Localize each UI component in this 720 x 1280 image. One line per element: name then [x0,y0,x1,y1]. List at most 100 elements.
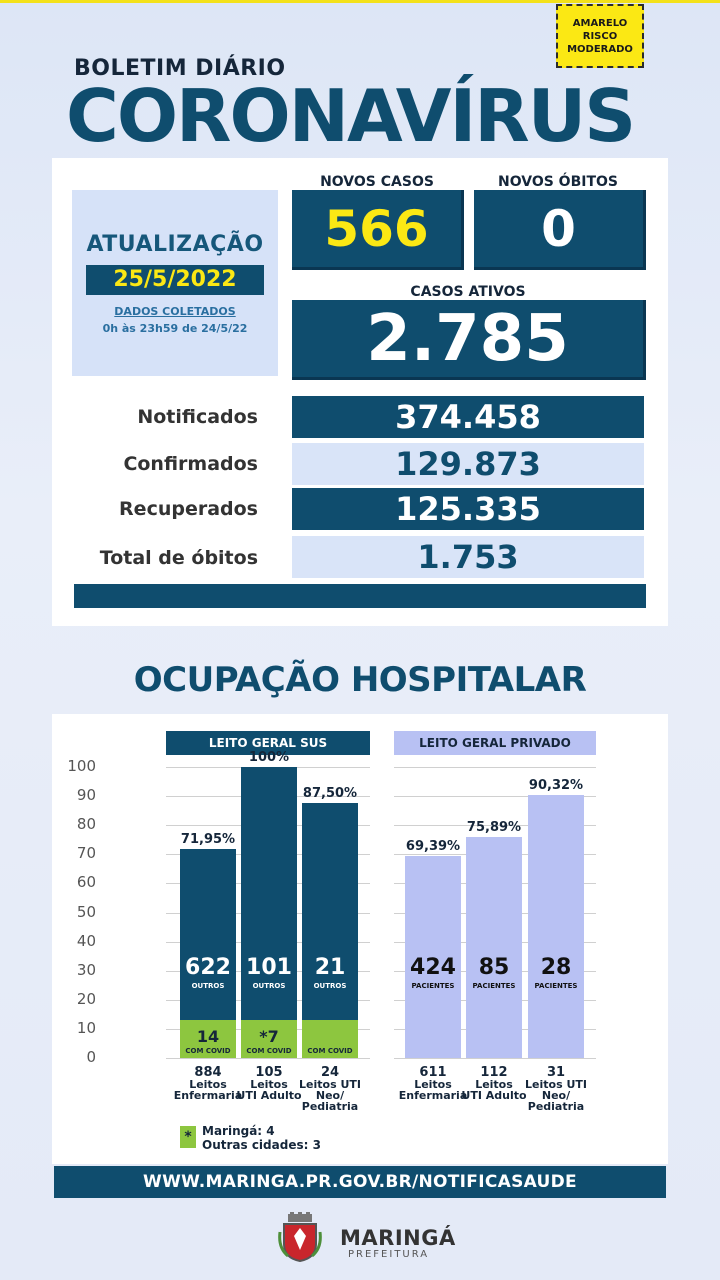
sus-header: LEITO GERAL SUS [166,731,370,755]
summary-bottom-bar [74,584,646,608]
sus-covid-value: 14 [196,1027,220,1046]
private-beds-caption: Leitos UTI [525,1078,587,1091]
y-tick-label: 0 [86,1048,96,1066]
private-beds-count: 112 [480,1065,508,1080]
new-deaths-label: NOVOS ÓBITOS [497,174,618,190]
stat-value-confirmed: 129.873 [292,443,644,485]
sus-covid-value: *7 [259,1027,279,1046]
sus-bar [241,767,297,1020]
top-accent-line [0,0,720,3]
sus-covid-segment [241,1019,297,1058]
sus-bar [302,803,358,1020]
new-deaths-value: 0 [474,190,646,270]
city-coat-of-arms-logo [278,1212,322,1262]
y-tick-label: 70 [76,844,96,863]
page-title: CORONAVÍRUS [66,74,636,158]
private-bar [466,837,522,1058]
stat-value-recovered: 125.335 [292,488,644,530]
sus-beds-caption: UTI Adulto [236,1089,302,1102]
brand-name: MARINGÁ [340,1226,456,1250]
sus-beds-count: 884 [194,1065,222,1080]
sus-others-label: OUTROS [191,982,225,990]
new-cases-label: NOVOS CASOS [320,174,434,190]
stat-label-confirmed: Confirmados [123,453,258,475]
private-patients-label: PACIENTES [472,982,516,990]
sus-beds-count: 105 [255,1065,283,1080]
sus-others-label: OUTROS [252,982,286,990]
private-patients-value: 28 [540,955,572,980]
active-cases-value: 2.785 [292,300,646,380]
grid-line [394,1058,596,1059]
private-patients-label: PACIENTES [534,982,578,990]
y-tick-label: 20 [76,989,96,1008]
data-collected-label: DADOS COLETADOS [114,305,236,318]
private-beds-caption: Neo/ [541,1089,571,1102]
private-patients-value: 424 [410,955,456,980]
sus-covid-segment [302,1019,358,1058]
private-bar-percent-label: 69,39% [405,839,461,855]
y-tick-label: 80 [76,815,96,834]
private-bar-percent-label: 90,32% [528,778,584,794]
private-beds-caption: Leitos [475,1078,513,1091]
stat-label-notified: Notificados [137,406,258,428]
sus-covid-label: COM COVID [307,1047,353,1055]
update-date: 25/5/2022 [86,265,264,295]
y-tick-label: 40 [76,931,96,950]
active-cases-label: CASOS ATIVOS [410,284,526,300]
hospital-section-title: OCUPAÇÃO HOSPITALAR [133,660,587,700]
sus-covid-label: COM COVID [246,1047,292,1055]
private-beds-caption: Leitos [414,1078,452,1091]
sus-bar-percent-label: 71,95% [180,831,236,847]
stat-label-recovered: Recuperados [119,498,258,520]
sus-beds-caption: Leitos [250,1078,288,1091]
risk-level-badge: AMARELO RISCO MODERADO [556,4,644,68]
grid-line [394,767,596,768]
private-beds-count: 611 [419,1065,447,1080]
grid-line [166,1058,370,1059]
y-tick-label: 50 [76,902,96,921]
stat-value-notified: 374.458 [292,396,644,438]
private-beds-caption: Enfermaria [398,1089,468,1102]
sus-bar [180,848,236,1020]
private-bar [405,856,461,1058]
sus-bar-percent-label: 87,50% [302,786,358,802]
sus-beds-caption: Leitos UTI [299,1078,361,1091]
update-box: ATUALIZAÇÃO 25/5/2022 DADOS COLETADOS 0h… [72,190,278,376]
private-patients-value: 85 [478,955,510,980]
private-bar-percent-label: 75,89% [466,820,522,836]
risk-line-1: AMARELO [572,17,628,29]
sus-beds-caption: Leitos [189,1078,227,1091]
private-beds-caption: UTI Adulto [461,1089,527,1102]
grid-line [394,796,596,798]
update-title: ATUALIZAÇÃO [86,232,264,257]
private-header: LEITO GERAL PRIVADO [394,731,596,755]
data-period: 0h às 23h59 de 24/5/22 [102,322,248,335]
sus-covid-label: COM COVID [185,1047,231,1055]
stat-value-deaths: 1.753 [292,536,644,578]
risk-line-3: MODERADO [567,43,633,55]
sus-beds-caption: Pediatria [301,1100,359,1113]
y-tick-label: 10 [76,1018,96,1037]
y-tick-label: 100 [67,757,96,775]
sus-beds-caption: Neo/ [315,1089,345,1102]
risk-line-2: RISCO [582,30,618,42]
note-other-cities: Outras cidades: 3 [202,1138,321,1152]
sus-others-label: OUTROS [313,982,347,990]
y-tick-label: 90 [76,786,96,805]
private-beds-count: 31 [546,1065,566,1080]
private-beds-caption: Pediatria [527,1100,585,1113]
sus-bar-percent-label: 100% [248,750,290,765]
stat-label-deaths: Total de óbitos [99,547,258,569]
sus-beds-caption: Enfermaria [173,1089,243,1102]
private-patients-label: PACIENTES [411,982,455,990]
asterisk-note-icon: * [180,1126,196,1148]
y-tick-label: 60 [76,873,96,892]
sus-beds-count: 24 [320,1065,340,1080]
sus-others-value: 622 [185,955,231,980]
grid-line [394,825,596,827]
notification-url-link[interactable]: WWW.MARINGA.PR.GOV.BR/NOTIFICASAUDE [54,1166,666,1198]
new-cases-value: 566 [292,190,464,270]
brand-subtitle: PREFEITURA [348,1249,430,1260]
y-tick-label: 30 [76,960,96,979]
sus-covid-segment [180,1019,236,1058]
